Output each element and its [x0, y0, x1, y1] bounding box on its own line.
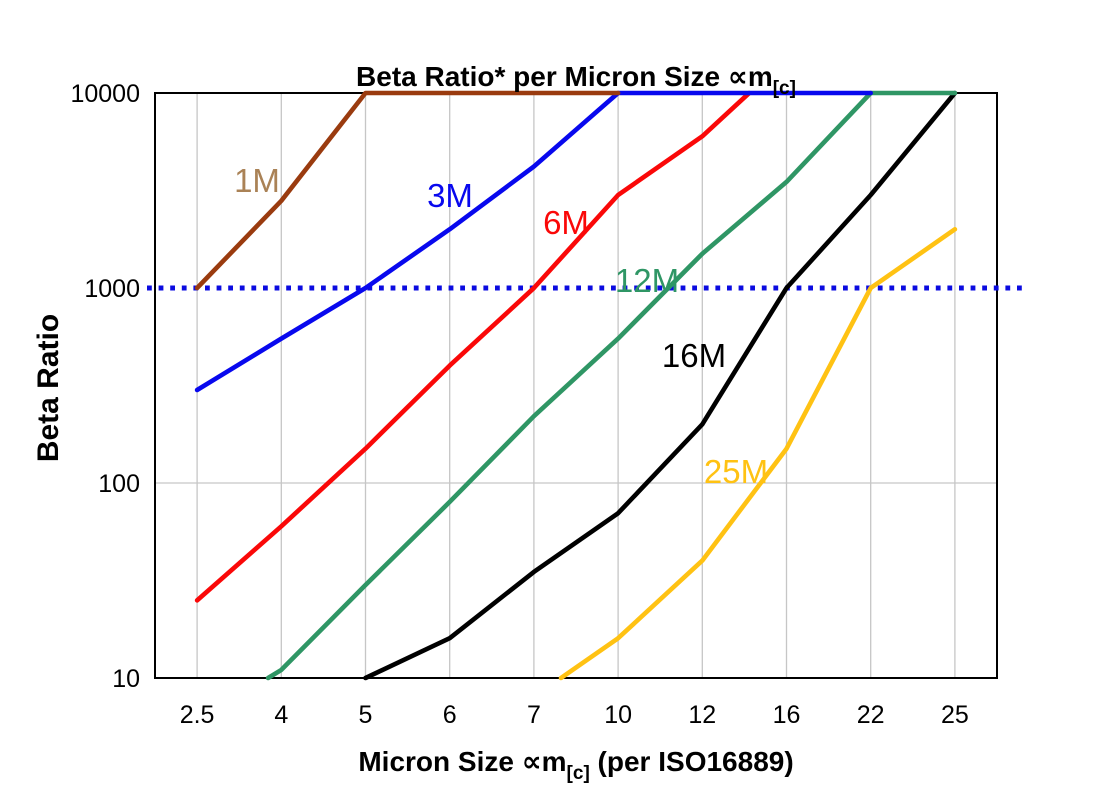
series-25M-label: 25M	[704, 453, 768, 490]
series-12M-line	[265, 90, 958, 681]
series-1M-line	[194, 90, 621, 291]
x-tick-label-22: 22	[857, 701, 885, 729]
series-16M-line	[363, 90, 958, 681]
x-tick-label-6: 6	[443, 701, 457, 729]
series-3M-label: 3M	[427, 177, 473, 214]
x-tick-label-12: 12	[688, 701, 716, 729]
series-6M-line	[194, 90, 752, 603]
x-tick-label-10: 10	[604, 701, 632, 729]
x-tick-label-16: 16	[773, 701, 801, 729]
x-tick-label-2.5: 2.5	[180, 701, 215, 729]
y-tick-label-10: 10	[112, 665, 140, 693]
y-tick-label-10000: 10000	[70, 80, 140, 108]
chart-title: Beta Ratio* per Micron Size ∝m[c]	[356, 61, 796, 99]
series-25M-line	[558, 227, 958, 681]
x-tick-label-7: 7	[527, 701, 541, 729]
x-tick-label-4: 4	[274, 701, 288, 729]
series-1M-label: 1M	[234, 162, 280, 199]
x-tick-label-25: 25	[941, 701, 969, 729]
x-tick-label-5: 5	[359, 701, 373, 729]
series-12M-label: 12M	[615, 262, 679, 299]
series-6M-label: 6M	[543, 204, 589, 241]
series-3M-line	[194, 90, 873, 393]
y-axis-title: Beta Ratio	[32, 314, 65, 462]
x-axis-title: Micron Size ∝m[c] (per ISO16889)	[358, 746, 793, 784]
y-tick-label-1000: 1000	[84, 275, 140, 303]
series-16M-label: 16M	[662, 337, 726, 374]
y-tick-label-100: 100	[98, 470, 140, 498]
